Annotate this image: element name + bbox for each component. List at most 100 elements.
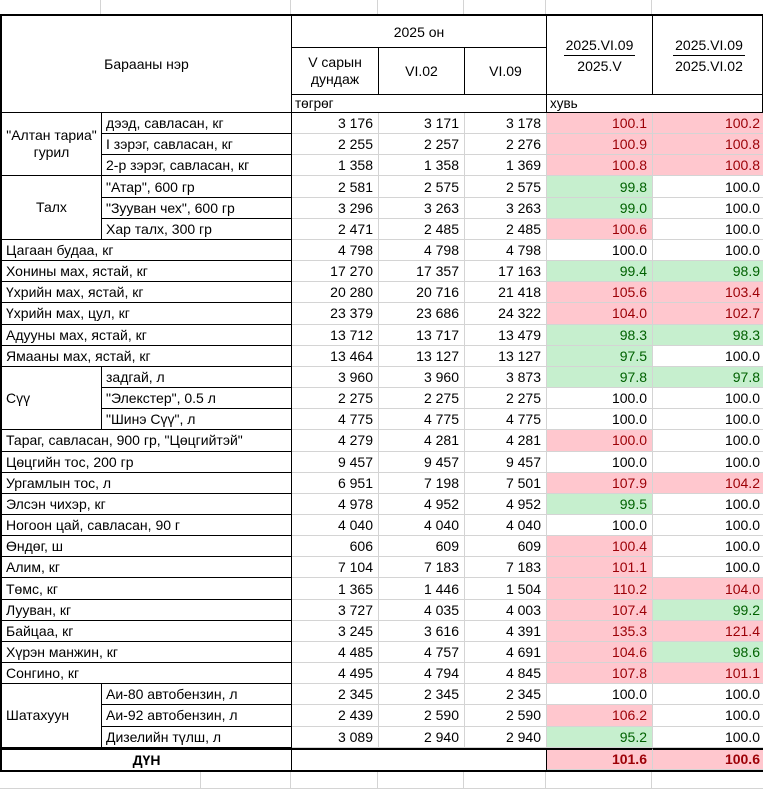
pct-cell[interactable]: 100.0 — [547, 684, 653, 706]
pct-cell[interactable]: 104.2 — [653, 472, 763, 494]
pct-cell[interactable]: 100.0 — [653, 218, 763, 240]
price-cell[interactable]: 2 940 — [379, 726, 465, 748]
product-name-cell[interactable]: Аи-80 автобензин, л — [102, 684, 292, 706]
pct-cell[interactable]: 100.0 — [653, 514, 763, 537]
product-name-cell[interactable]: Үхрийн мах, ястай, кг — [2, 282, 292, 304]
pct-cell[interactable]: 100.8 — [547, 155, 653, 177]
product-group-cell[interactable]: Талх — [2, 176, 102, 240]
price-cell[interactable]: 13 464 — [292, 345, 379, 367]
pct-cell[interactable]: 100.0 — [547, 514, 653, 537]
price-cell[interactable]: 4 035 — [379, 599, 465, 621]
pct-cell[interactable]: 102.7 — [653, 303, 763, 325]
price-cell[interactable]: 2 275 — [292, 388, 379, 410]
pct-cell[interactable]: 104.0 — [653, 578, 763, 600]
pct-cell[interactable]: 97.8 — [547, 366, 653, 389]
price-cell[interactable]: 2 275 — [465, 388, 547, 410]
pct-cell[interactable]: 106.2 — [547, 705, 653, 727]
price-cell[interactable]: 17 270 — [292, 261, 379, 283]
price-cell[interactable]: 24 322 — [465, 303, 547, 325]
price-cell[interactable]: 2 345 — [465, 684, 547, 706]
pct-cell[interactable]: 98.3 — [547, 324, 653, 346]
header-year-2025[interactable]: 2025 он — [292, 16, 547, 48]
price-cell[interactable]: 1 365 — [292, 578, 379, 600]
price-cell[interactable]: 9 457 — [379, 451, 465, 473]
product-name-cell[interactable]: 2-р зэрэг, савласан, кг — [102, 155, 292, 177]
pct-cell[interactable]: 100.0 — [653, 451, 763, 473]
price-cell[interactable]: 13 712 — [292, 324, 379, 346]
pct-cell[interactable]: 107.9 — [547, 472, 653, 494]
product-name-cell[interactable]: Ногоон цай, савласан, 90 г — [2, 514, 292, 537]
price-cell[interactable]: 3 089 — [292, 726, 379, 748]
pct-cell[interactable]: 97.5 — [547, 345, 653, 367]
price-cell[interactable]: 2 575 — [465, 176, 547, 198]
pct-cell[interactable]: 107.8 — [547, 663, 653, 685]
price-cell[interactable]: 3 296 — [292, 197, 379, 219]
price-cell[interactable]: 4 775 — [292, 409, 379, 431]
price-cell[interactable]: 4 281 — [379, 430, 465, 452]
pct-cell[interactable]: 100.0 — [547, 451, 653, 473]
price-cell[interactable]: 4 798 — [292, 239, 379, 262]
product-name-cell[interactable]: дээд, савласан, кг — [102, 113, 292, 135]
product-name-cell[interactable]: Цагаан будаа, кг — [2, 239, 292, 262]
price-cell[interactable]: 9 457 — [292, 451, 379, 473]
total-row-label[interactable]: ДҮН — [2, 747, 292, 770]
product-name-cell[interactable]: Хонины мах, ястай, кг — [2, 261, 292, 283]
price-cell[interactable]: 21 418 — [465, 282, 547, 304]
product-name-cell[interactable]: Үхрийн мах, цул, кг — [2, 303, 292, 325]
price-cell[interactable]: 2 485 — [465, 218, 547, 240]
price-cell[interactable]: 4 775 — [465, 409, 547, 431]
pct-cell[interactable]: 99.5 — [547, 493, 653, 515]
pct-cell[interactable]: 100.0 — [547, 239, 653, 262]
price-cell[interactable]: 609 — [379, 536, 465, 558]
product-name-cell[interactable]: "Элекстер", 0.5 л — [102, 388, 292, 410]
price-cell[interactable]: 3 727 — [292, 599, 379, 621]
pct-cell[interactable]: 100.8 — [653, 134, 763, 156]
pct-cell[interactable]: 100.0 — [653, 239, 763, 262]
pct-cell[interactable]: 100.0 — [547, 409, 653, 431]
product-name-cell[interactable]: Сонгино, кг — [2, 663, 292, 685]
pct-cell[interactable]: 100.0 — [653, 197, 763, 219]
pct-cell[interactable]: 97.8 — [653, 366, 763, 389]
pct-cell[interactable]: 95.2 — [547, 726, 653, 748]
price-cell[interactable]: 7 501 — [465, 472, 547, 494]
price-cell[interactable]: 606 — [292, 536, 379, 558]
price-cell[interactable]: 7 198 — [379, 472, 465, 494]
pct-cell[interactable]: 103.4 — [653, 282, 763, 304]
price-cell[interactable]: 23 686 — [379, 303, 465, 325]
pct-cell[interactable]: 99.0 — [547, 197, 653, 219]
price-cell[interactable]: 4 003 — [465, 599, 547, 621]
price-cell[interactable]: 4 391 — [465, 620, 547, 642]
price-cell[interactable]: 1 504 — [465, 578, 547, 600]
price-cell[interactable]: 2 575 — [379, 176, 465, 198]
price-cell[interactable]: 13 717 — [379, 324, 465, 346]
product-name-cell[interactable]: Байцаа, кг — [2, 620, 292, 642]
price-cell[interactable]: 2 276 — [465, 134, 547, 156]
pct-cell[interactable]: 100.0 — [653, 345, 763, 367]
price-cell[interactable]: 4 798 — [379, 239, 465, 262]
price-cell[interactable]: 3 616 — [379, 620, 465, 642]
pct-cell[interactable]: 100.0 — [653, 493, 763, 515]
product-name-cell[interactable]: Алим, кг — [2, 557, 292, 579]
product-name-cell[interactable]: "Шинэ Сүү", л — [102, 409, 292, 431]
price-cell[interactable]: 20 716 — [379, 282, 465, 304]
price-cell[interactable]: 1 369 — [465, 155, 547, 177]
pct-cell[interactable]: 100.0 — [653, 705, 763, 727]
price-cell[interactable]: 17 357 — [379, 261, 465, 283]
pct-cell[interactable]: 121.4 — [653, 620, 763, 642]
pct-cell[interactable]: 98.6 — [653, 641, 763, 664]
product-name-cell[interactable]: Цөцгийн тос, 200 гр — [2, 451, 292, 473]
price-cell[interactable]: 7 104 — [292, 557, 379, 579]
pct-cell[interactable]: 100.0 — [653, 388, 763, 410]
pct-cell[interactable]: 107.4 — [547, 599, 653, 621]
price-cell[interactable]: 4 757 — [379, 641, 465, 664]
price-cell[interactable]: 4 845 — [465, 663, 547, 685]
product-name-cell[interactable]: задгай, л — [102, 366, 292, 389]
pct-cell[interactable]: 100.0 — [653, 557, 763, 579]
price-cell[interactable]: 4 952 — [465, 493, 547, 515]
pct-cell[interactable]: 99.2 — [653, 599, 763, 621]
product-name-cell[interactable]: Элсэн чихэр, кг — [2, 493, 292, 515]
price-cell[interactable]: 6 951 — [292, 472, 379, 494]
product-name-cell[interactable]: Адууны мах, ястай, кг — [2, 324, 292, 346]
product-name-cell[interactable]: I зэрэг, савласан, кг — [102, 134, 292, 156]
product-name-cell[interactable]: Ургамлын тос, л — [2, 472, 292, 494]
